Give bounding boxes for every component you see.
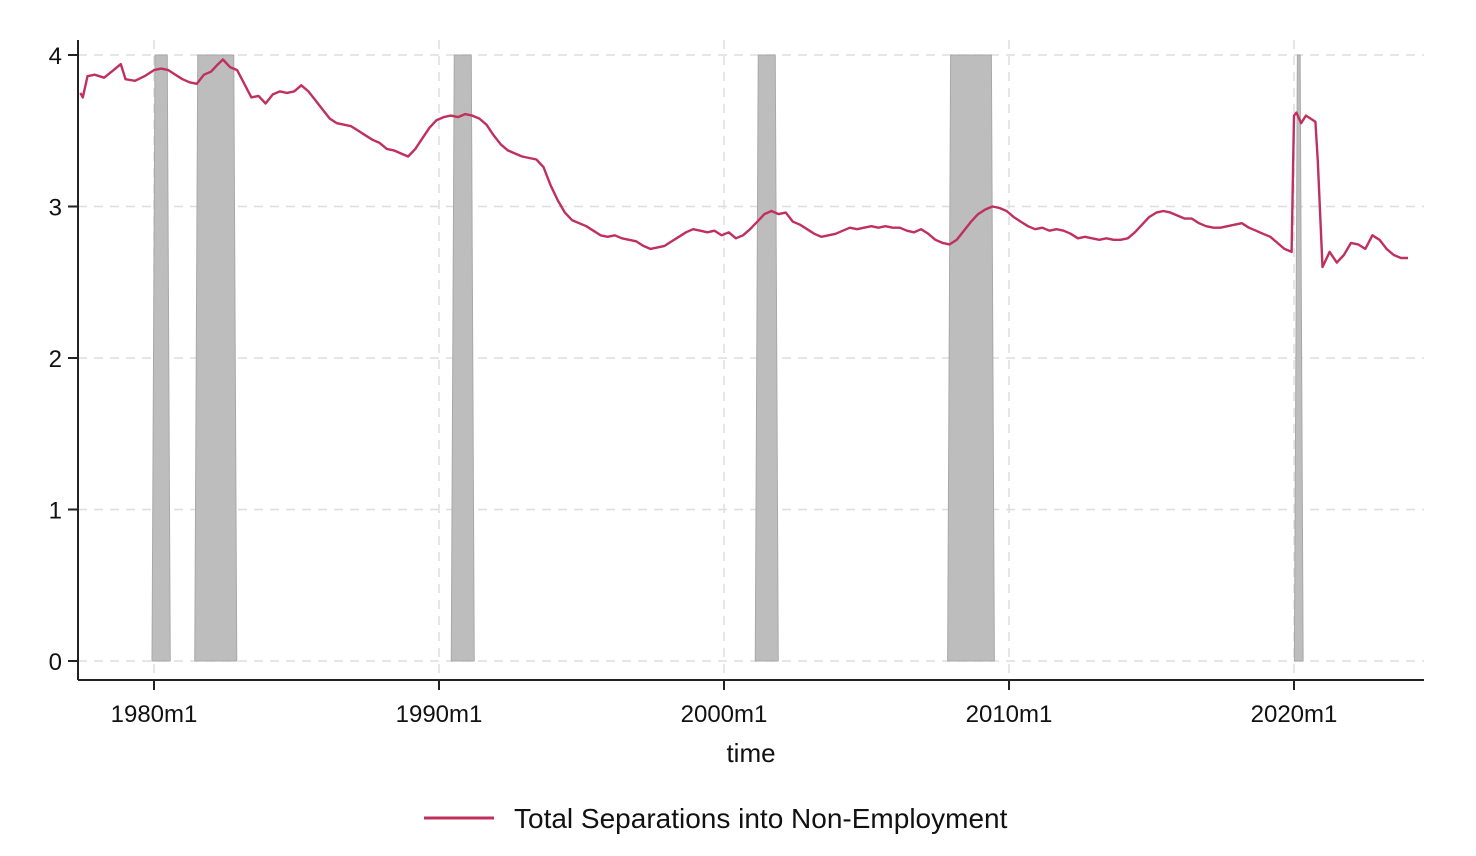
legend: Total Separations into Non-Employment [424, 803, 1008, 834]
series-line-1 [79, 58, 1408, 269]
recession-band-6 [1293, 54, 1304, 662]
y-tick-label-2: 2 [49, 346, 62, 373]
recession-band-3 [450, 54, 475, 662]
recession-band-4 [754, 54, 779, 662]
grid-lines [78, 40, 1424, 680]
x-tick-label-1990m1: 1990m1 [396, 701, 483, 728]
x-tick-label-2000m1: 2000m1 [681, 701, 768, 728]
y-tick-label-0: 0 [49, 649, 62, 676]
recession-band-1 [151, 54, 171, 662]
x-tick-label-1980m1: 1980m1 [111, 701, 198, 728]
recession-band-5 [947, 54, 995, 662]
y-tick-label-3: 3 [49, 195, 62, 222]
x-axis-title: time [726, 738, 775, 768]
axes: 0 1 2 3 4 1980m1 1990m1 2000m1 2010m1 2020m1 [49, 40, 1424, 728]
series-lines [79, 58, 1408, 269]
recession-band-2 [194, 54, 238, 662]
y-tick-label-4: 4 [49, 43, 62, 70]
x-tick-label-2010m1: 2010m1 [966, 701, 1053, 728]
y-tick-label-1: 1 [49, 498, 62, 525]
x-tick-label-2020m1: 2020m1 [1251, 701, 1338, 728]
recession-bands [151, 54, 1304, 662]
legend-label: Total Separations into Non-Employment [514, 803, 1008, 834]
